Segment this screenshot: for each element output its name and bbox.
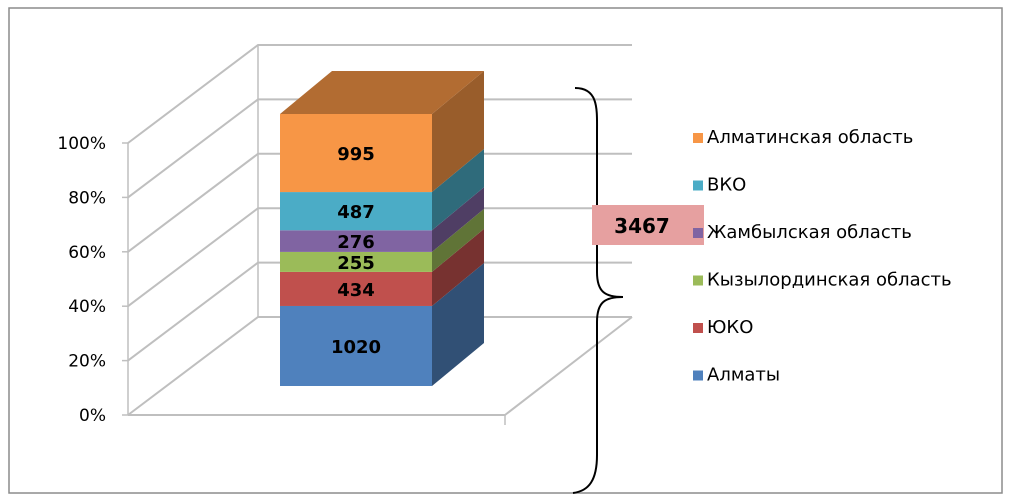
- bar-segment: [280, 192, 432, 231]
- legend-label: Жамбылская область: [707, 222, 912, 243]
- chart-border: [8, 7, 1003, 494]
- legend-label: Кызылординская область: [707, 270, 952, 291]
- legend: Алматинская область ВКО Жамбылская область…: [693, 127, 952, 386]
- legend-swatch: [693, 323, 703, 333]
- bar-segment: [280, 114, 432, 193]
- bar-segment-side: [432, 228, 484, 306]
- bar-segment-side: [432, 262, 484, 386]
- legend-label: Алматинская область: [707, 127, 913, 148]
- bar-segment-side: [432, 208, 484, 272]
- data-label: 1020: [331, 337, 381, 358]
- grid: [127, 44, 633, 425]
- total-brace: 3467: [572, 87, 704, 494]
- y-tick-label: 0%: [79, 406, 106, 426]
- bar-segment: [280, 271, 432, 306]
- legend-swatch: [693, 275, 703, 286]
- data-label: 255: [337, 253, 375, 274]
- y-tick-label: 20%: [68, 352, 106, 372]
- bar-top-face: [280, 71, 484, 114]
- bar-segment: [280, 251, 432, 272]
- brace: [572, 87, 624, 494]
- data-label: 487: [337, 202, 375, 223]
- bar-segment-side: [432, 149, 484, 231]
- y-axis-ticks: 0% 20% 40% 60% 80% 100%: [57, 134, 128, 426]
- stacked-bar: [280, 71, 484, 386]
- bar-segment-side: [432, 187, 484, 252]
- data-label: 434: [337, 280, 375, 301]
- data-label: 995: [337, 144, 375, 165]
- data-label: 276: [337, 232, 375, 253]
- total-label: 3467: [614, 214, 670, 238]
- y-tick-label: 60%: [68, 243, 106, 263]
- y-tick-label: 40%: [68, 297, 106, 317]
- y-tick-label: 100%: [57, 134, 106, 154]
- legend-label: ВКО: [707, 175, 746, 196]
- legend-label: ЮКО: [707, 317, 753, 338]
- y-tick-label: 80%: [68, 188, 106, 208]
- legend-swatch: [693, 370, 703, 381]
- legend-swatch: [693, 133, 703, 143]
- legend-swatch: [693, 228, 703, 238]
- total-box: [592, 205, 704, 245]
- bar-segment: [280, 230, 432, 252]
- bar-segment: [280, 305, 432, 386]
- bar-segment-side: [432, 71, 484, 193]
- legend-swatch: [693, 180, 703, 191]
- legend-label: Алматы: [707, 365, 780, 386]
- floor-right-edge: [504, 316, 633, 416]
